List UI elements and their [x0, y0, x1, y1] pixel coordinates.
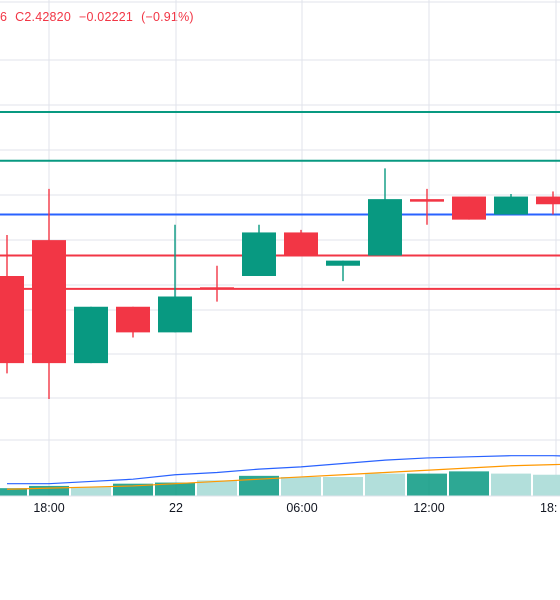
volume-bar [281, 476, 321, 496]
x-tick-label: 22 [169, 501, 183, 515]
candle-body [494, 196, 528, 215]
volume-bar [29, 485, 69, 496]
x-tick-label: 18:00 [33, 501, 64, 515]
volume-bar [365, 473, 405, 496]
candle-body [326, 260, 360, 266]
volume-bar [407, 473, 447, 496]
change-percent: (−0.91%) [141, 10, 194, 24]
x-tick-label: 06:00 [286, 501, 317, 515]
volume-ma-slow-line [6, 463, 560, 490]
candle-body [200, 287, 234, 290]
volume-bar [71, 487, 111, 496]
x-tick-label: 18: [540, 501, 557, 515]
candle-body [242, 232, 276, 276]
volume-bar [0, 488, 27, 496]
x-tick-label: 12:00 [413, 501, 444, 515]
candle-body [74, 306, 108, 364]
close-value: 2.42820 [24, 10, 71, 24]
candle-body [158, 296, 192, 333]
volume-bar [197, 480, 237, 496]
volume-bar [155, 482, 195, 496]
volume-bar [239, 475, 279, 496]
candle-body [452, 196, 486, 220]
candle-body [0, 276, 24, 364]
open-value-fragment: 6 [0, 10, 8, 24]
volume-bar [323, 476, 363, 496]
candle-body [368, 199, 402, 256]
candle-body [536, 196, 560, 205]
volume-ma-fast-line [7, 455, 560, 485]
volume-bar [533, 474, 560, 496]
volume-bar [449, 471, 489, 496]
candle-body [284, 232, 318, 256]
volume-bar [491, 473, 531, 496]
candle-body [32, 240, 66, 364]
candle-body [116, 306, 150, 333]
candle-body [410, 199, 444, 202]
ohlc-legend: 6 C2.42820 −0.02221 (−0.91%) [0, 10, 202, 24]
change-value: −0.02221 [78, 10, 134, 24]
close-label: C [15, 10, 25, 24]
